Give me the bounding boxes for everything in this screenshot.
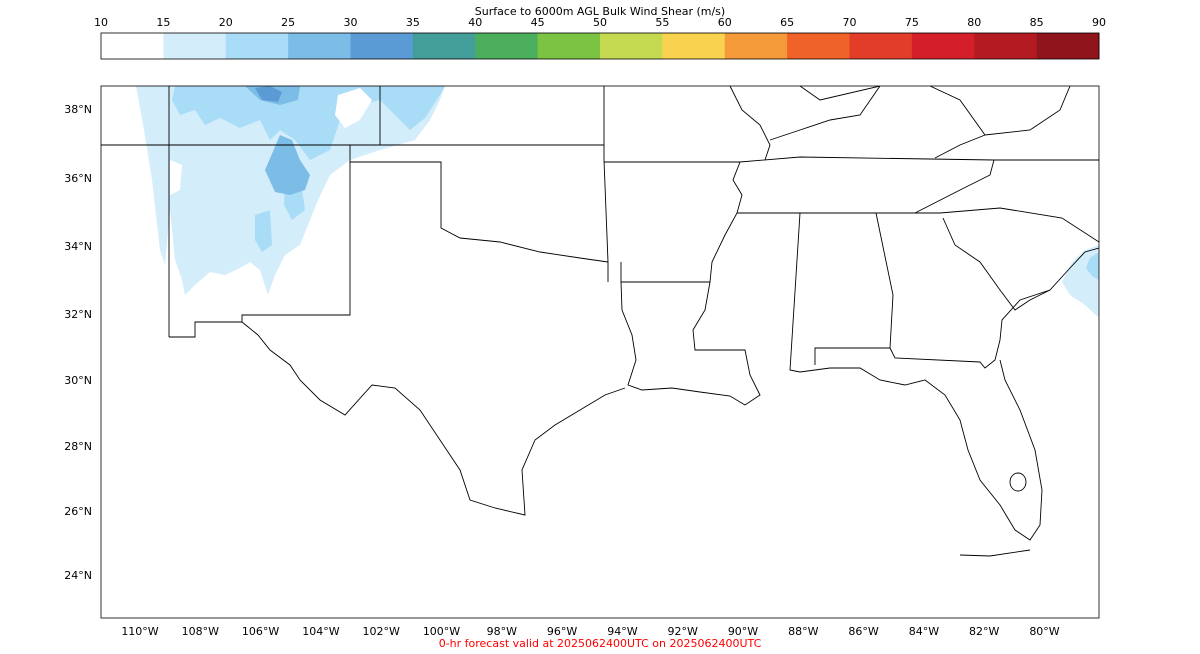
latitude-label: 38°N (64, 103, 92, 116)
colorbar-swatch (911, 33, 975, 59)
longitude-label: 80°W (1029, 625, 1059, 638)
colorbar-tick-label: 10 (94, 16, 108, 29)
colorbar-tick-label: 25 (281, 16, 295, 29)
colorbar-tick-label: 40 (468, 16, 482, 29)
border-ga-sc (942, 217, 1051, 311)
latitude-label: 34°N (64, 240, 92, 253)
longitude-label: 102°W (363, 625, 400, 638)
latitude-label: 24°N (64, 569, 92, 582)
border-mo-il (729, 86, 771, 161)
longitude-label: 104°W (302, 625, 339, 638)
longitude-label: 110°W (121, 625, 158, 638)
colorbar-swatch (288, 33, 351, 59)
latitude-label: 26°N (64, 505, 92, 518)
shear-hole-1 (335, 88, 372, 128)
border-ok-tx (349, 145, 609, 263)
colorbar-tick-label: 80 (967, 16, 981, 29)
longitude-labels: 110°W 108°W 106°W 104°W 102°W 100°W 98°W 96°W 94… (121, 625, 1059, 638)
longitude-label: 82°W (969, 625, 999, 638)
shear-region-mid (140, 86, 445, 160)
colorbar-swatch (974, 33, 1038, 59)
border-tn-ky (739, 156, 1099, 163)
colorbar-swatch (163, 33, 227, 59)
colorbar-swatch (537, 33, 601, 59)
colorbar-tick-label: 60 (718, 16, 732, 29)
border-ky-va (934, 134, 986, 159)
border-in-il (799, 86, 881, 101)
colorbar-title: Surface to 6000m AGL Bulk Wind Shear (m/… (475, 5, 725, 18)
border-ar (604, 161, 743, 283)
colorbar-swatch (724, 33, 788, 59)
shear-hole-2 (170, 160, 182, 195)
longitude-label: 84°W (909, 625, 939, 638)
colorbar-swatch (849, 33, 913, 59)
border-va-nc (914, 159, 995, 214)
forecast-valid-text: 0-hr forecast valid at 2025062400UTC on … (439, 637, 762, 650)
shear-region-mid-2 (255, 210, 272, 252)
shear-region-east-coast-mid (1086, 252, 1099, 280)
shear-region-darkest (255, 86, 282, 102)
colorbar-tick-label: 85 (1030, 16, 1044, 29)
shear-region-dark (265, 135, 310, 195)
longitude-label: 86°W (848, 625, 878, 638)
longitude-label: 96°W (547, 625, 577, 638)
colorbar-tick-labels: 10 15 20 25 30 35 40 45 50 55 60 65 70 75 80 85 90 (94, 16, 1106, 29)
longitude-label: 92°W (668, 625, 698, 638)
colorbar-tick-label: 90 (1092, 16, 1106, 29)
colorbar-tick-label: 50 (593, 16, 607, 29)
state-borders (101, 86, 1099, 557)
border-fl-ga (889, 339, 1001, 369)
colorbar-tick-label: 15 (156, 16, 170, 29)
longitude-label: 88°W (788, 625, 818, 638)
colorbar-swatch (101, 33, 164, 59)
border-tn-ga-nc (876, 207, 1099, 243)
longitude-label: 108°W (182, 625, 219, 638)
border-ms-al (737, 212, 801, 373)
colorbar-swatch (662, 33, 726, 59)
map-frame (100, 85, 1100, 619)
latitude-label: 32°N (64, 308, 92, 321)
colorbar-swatch (787, 33, 850, 59)
colorbar-swatches (101, 33, 1100, 59)
colorbar-tick-label: 45 (531, 16, 545, 29)
latitude-labels: 38°N 36°N 34°N 32°N 30°N 28°N 26°N 24°N (64, 103, 92, 582)
colorbar-swatch (225, 33, 289, 59)
longitude-label: 106°W (242, 625, 279, 638)
colorbar-frame (100, 32, 1100, 60)
latitude-label: 30°N (64, 374, 92, 387)
colorbar-tick-label: 55 (655, 16, 669, 29)
colorbar-tick-label: 75 (905, 16, 919, 29)
longitude-label: 98°W (487, 625, 517, 638)
wind-shear-shading (136, 86, 1099, 318)
border-la (620, 281, 761, 406)
border-oh-wv (929, 86, 1071, 136)
colorbar-tick-label: 35 (406, 16, 420, 29)
border-florida (799, 359, 1043, 541)
border-ok-ar (603, 86, 609, 282)
latitude-label: 36°N (64, 172, 92, 185)
colorbar-tick-label: 20 (219, 16, 233, 29)
colorbar-swatch (600, 33, 663, 59)
border-florida-keys (959, 549, 1031, 557)
longitude-label: 90°W (728, 625, 758, 638)
colorbar-swatch (1036, 33, 1100, 59)
colorbar-swatch (412, 33, 476, 59)
border-tx-mexico-coast (241, 321, 626, 516)
colorbar-tick-label: 65 (780, 16, 794, 29)
border-ky-north (769, 86, 881, 141)
colorbar-swatch (475, 33, 539, 59)
border-atlantic-coast (999, 247, 1099, 341)
colorbar-swatch (350, 33, 414, 59)
latitude-label: 28°N (64, 440, 92, 453)
longitude-label: 94°W (607, 625, 637, 638)
lake-okeechobee (1009, 472, 1027, 492)
colorbar-tick-label: 70 (843, 16, 857, 29)
longitude-label: 100°W (423, 625, 460, 638)
border-al-ga (800, 212, 894, 365)
colorbar-tick-label: 30 (344, 16, 358, 29)
